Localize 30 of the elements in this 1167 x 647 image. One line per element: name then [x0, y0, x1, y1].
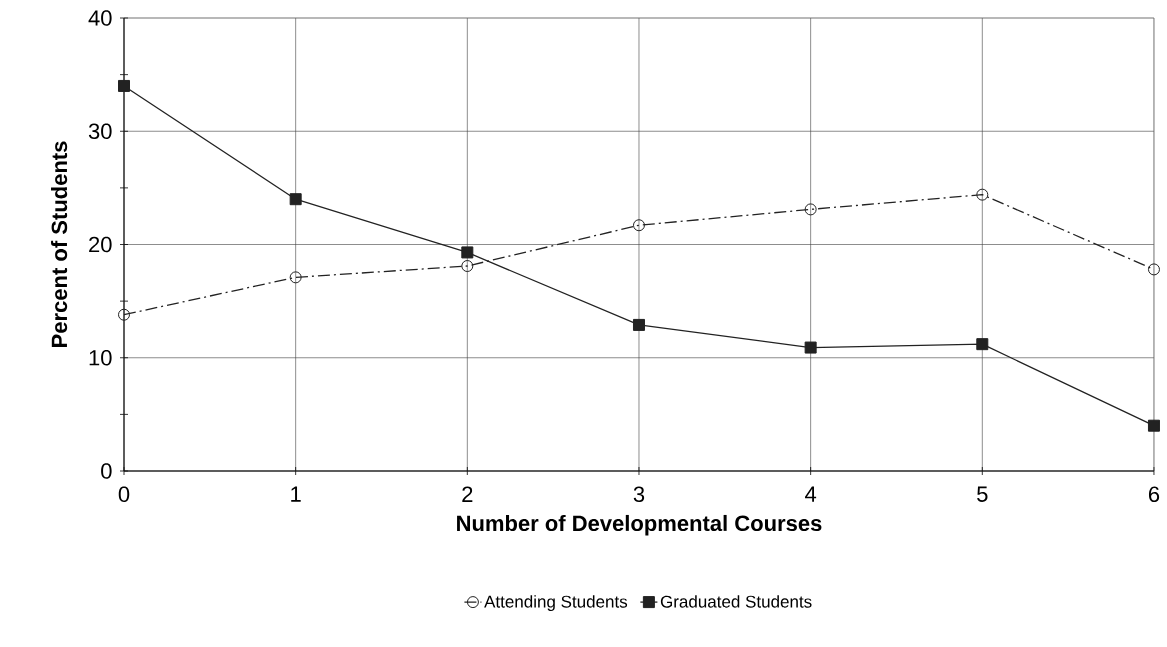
point	[804, 203, 817, 216]
x-tick-label: 3	[633, 486, 645, 503]
point	[632, 219, 645, 232]
point	[461, 260, 474, 273]
point	[976, 188, 989, 201]
y-tick-label: 30	[88, 123, 112, 140]
y-tick-label: 40	[88, 10, 112, 26]
y-tick-label: 10	[89, 349, 112, 366]
point	[1147, 419, 1160, 432]
x-tick-label: 4	[805, 486, 817, 502]
point	[289, 271, 302, 284]
x-tick-label: 1	[291, 486, 301, 502]
point	[1147, 263, 1160, 276]
x-tick-label: 2	[462, 486, 473, 502]
legend-label: Attending Students	[484, 595, 628, 612]
x-tick-label: 5	[977, 486, 988, 502]
y-axis-title: Percent of Students	[51, 141, 68, 347]
x-tick-label: 6	[1148, 486, 1160, 503]
point	[976, 338, 989, 351]
x-axis-title: Number of Developmental Courses	[457, 514, 822, 536]
legend-label: Graduated Students	[660, 595, 812, 608]
y-tick-label: 0	[101, 463, 112, 479]
y-tick-label: 20	[89, 236, 112, 253]
point	[118, 79, 130, 92]
point	[118, 308, 130, 321]
point	[289, 193, 302, 206]
x-tick-label: 0	[118, 486, 130, 503]
point	[804, 341, 817, 354]
point	[461, 246, 474, 259]
point	[632, 318, 645, 331]
